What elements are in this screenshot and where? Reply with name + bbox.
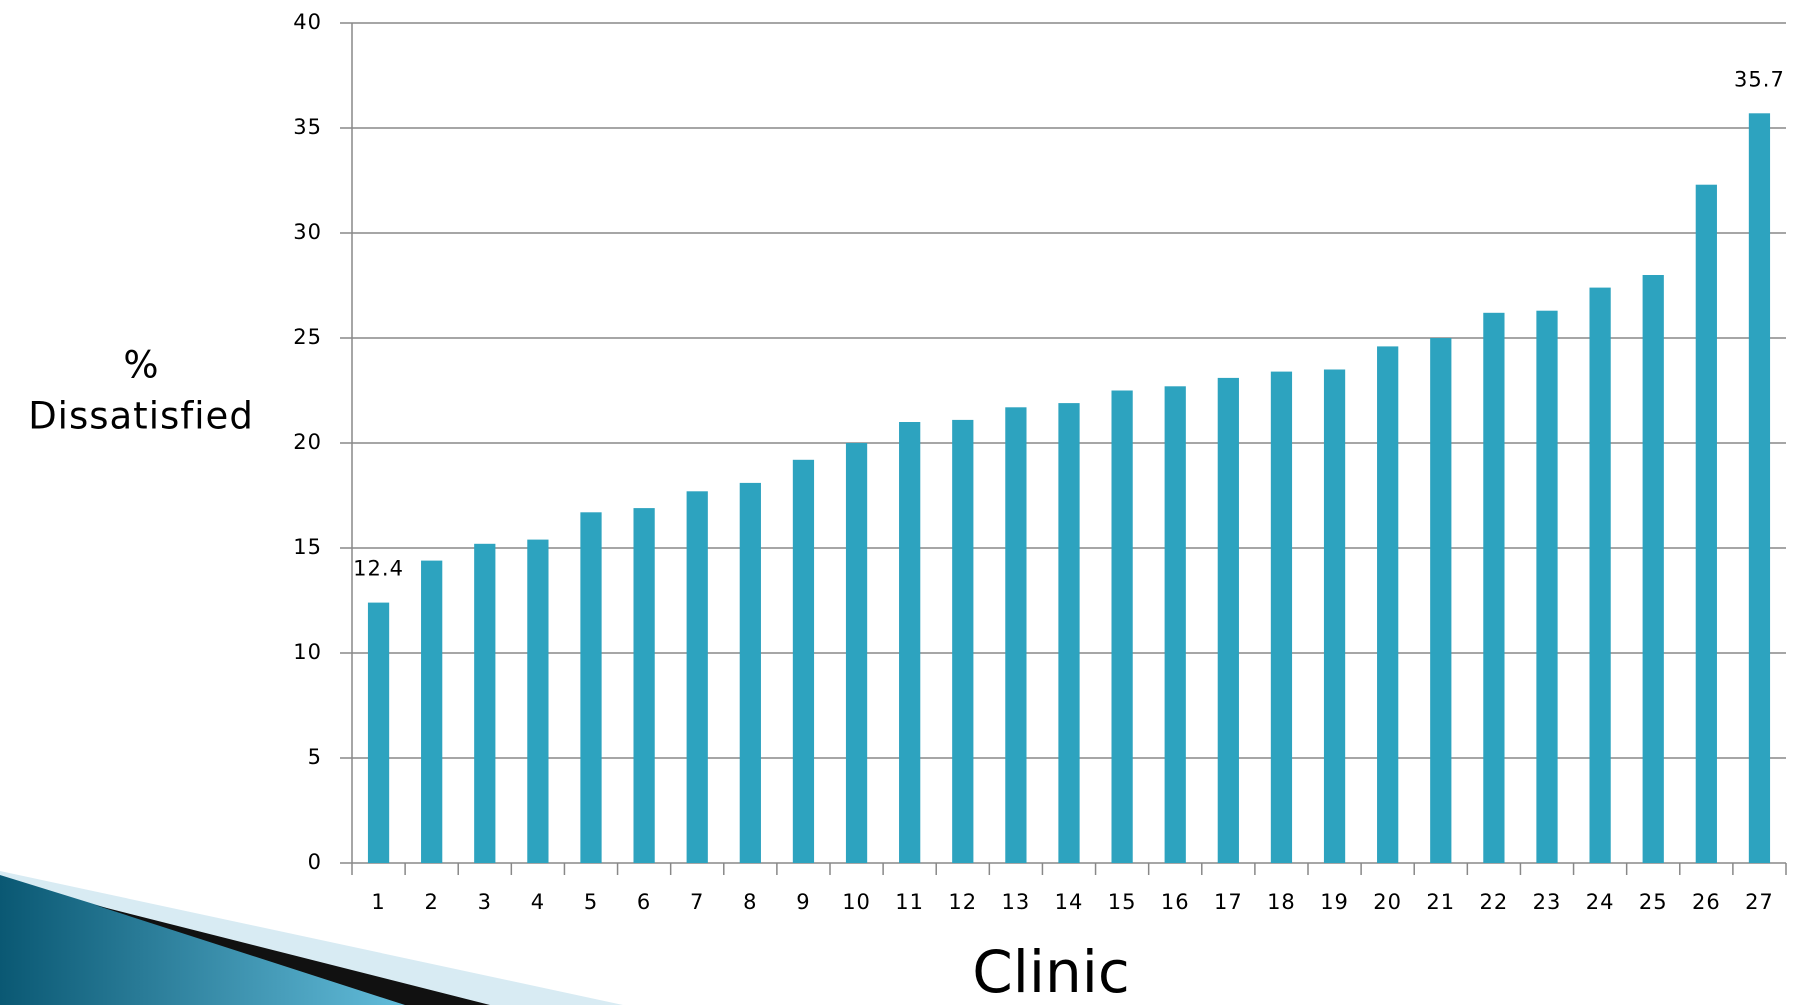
bar [1749,113,1770,863]
x-tick-label: 14 [1055,890,1084,914]
bar [368,603,389,863]
bar [1218,378,1239,863]
x-tick-label: 24 [1586,890,1615,914]
y-tick-label: 5 [308,745,322,769]
bar [740,483,761,863]
x-tick-label: 11 [895,890,924,914]
bar [1430,338,1451,863]
bar [1696,185,1717,863]
chart: % Dissatisfied Clinic 051015202530354011… [28,10,1786,1005]
bar [1377,346,1398,863]
bar [1005,407,1026,863]
bar [1058,403,1079,863]
bar [846,443,867,863]
y-tick-label: 20 [293,430,322,454]
x-tick-label: 4 [531,890,545,914]
bar [527,540,548,863]
x-tick-label: 3 [478,890,492,914]
x-tick-label: 8 [743,890,757,914]
x-tick-label: 9 [796,890,810,914]
y-tick-label: 10 [293,640,322,664]
x-tick-label: 21 [1426,890,1455,914]
x-tick-label: 18 [1267,890,1296,914]
bar [421,561,442,863]
x-tick-label: 10 [842,890,871,914]
bar [899,422,920,863]
bar [1589,288,1610,863]
y-tick-label: 0 [308,850,322,874]
data-label: 35.7 [1734,67,1785,91]
bar [1483,313,1504,863]
bar [474,544,495,863]
data-label: 12.4 [353,557,404,581]
x-axis-label: Clinic [972,938,1130,1005]
y-tick-label: 15 [293,535,322,559]
y-tick-label: 25 [293,325,322,349]
y-tick-label: 30 [293,220,322,244]
x-tick-label: 16 [1161,890,1190,914]
x-tick-label: 1 [371,890,385,914]
x-tick-label: 26 [1692,890,1721,914]
y-axis-label: % [123,344,158,387]
y-axis-label: Dissatisfied [28,395,254,438]
bar [1643,275,1664,863]
x-tick-label: 2 [424,890,438,914]
bar [1271,372,1292,863]
y-tick-label: 40 [293,10,322,34]
x-tick-label: 7 [690,890,704,914]
bar [793,460,814,863]
bar [952,420,973,863]
bar [1324,370,1345,864]
x-tick-label: 6 [637,890,651,914]
x-tick-label: 13 [1002,890,1031,914]
bar [1165,386,1186,863]
x-tick-label: 5 [584,890,598,914]
x-tick-label: 20 [1373,890,1402,914]
x-tick-label: 23 [1533,890,1562,914]
bar [1536,311,1557,863]
x-tick-label: 12 [948,890,977,914]
bar [633,508,654,863]
x-tick-label: 27 [1745,890,1774,914]
bar [687,491,708,863]
bar [1111,391,1132,864]
x-tick-label: 19 [1320,890,1349,914]
x-tick-label: 25 [1639,890,1668,914]
x-tick-label: 15 [1108,890,1137,914]
y-tick-label: 35 [293,115,322,139]
slide: % Dissatisfied Clinic 051015202530354011… [0,0,1808,1005]
x-tick-label: 22 [1480,890,1509,914]
x-tick-label: 17 [1214,890,1243,914]
bar [580,512,601,863]
